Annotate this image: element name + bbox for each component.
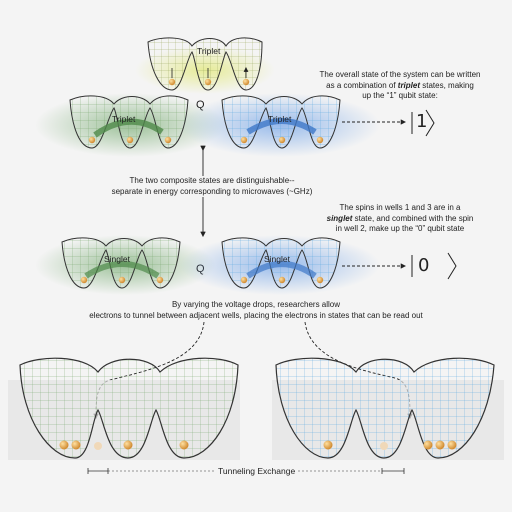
bottom-blue-wells bbox=[272, 357, 504, 460]
distinguishable-text: The two composite states are distinguish… bbox=[92, 176, 332, 197]
triplet-green-label: Triplet bbox=[112, 114, 136, 124]
triplet-green-well: Triplet bbox=[35, 93, 225, 157]
singlet-green-well: Singlet bbox=[35, 235, 215, 295]
triplet-blue-label: Triplet bbox=[268, 114, 292, 124]
singlet-explanation-text: The spins in wells 1 and 3 are in a sing… bbox=[326, 203, 474, 233]
ket-one-value: 1 bbox=[416, 111, 428, 132]
tunneling-label: Tunneling Exchange bbox=[218, 466, 295, 476]
ket-one bbox=[411, 109, 435, 137]
top-triplet-label: Triplet bbox=[197, 46, 221, 56]
triplet-blue-well: Triplet bbox=[180, 93, 380, 157]
singlet-green-label: Singlet bbox=[104, 254, 131, 264]
overall-state-text: The overall state of the system can be w… bbox=[319, 70, 481, 100]
singlet-blue-well: Singlet bbox=[180, 235, 380, 295]
tunneling-scale: Tunneling Exchange bbox=[87, 466, 405, 476]
bottom-green-wells bbox=[8, 357, 240, 460]
tunneling-explanation-text: By varying the voltage drops, researcher… bbox=[89, 300, 423, 320]
singlet-blue-label: Singlet bbox=[264, 254, 291, 264]
arrow-down-right-icon bbox=[304, 321, 413, 420]
ket-zero-value: 0 bbox=[418, 255, 430, 276]
ket-zero bbox=[411, 252, 457, 280]
q-symbol-top: Q bbox=[196, 99, 205, 111]
top-triplet-well: Triplet bbox=[135, 37, 275, 94]
